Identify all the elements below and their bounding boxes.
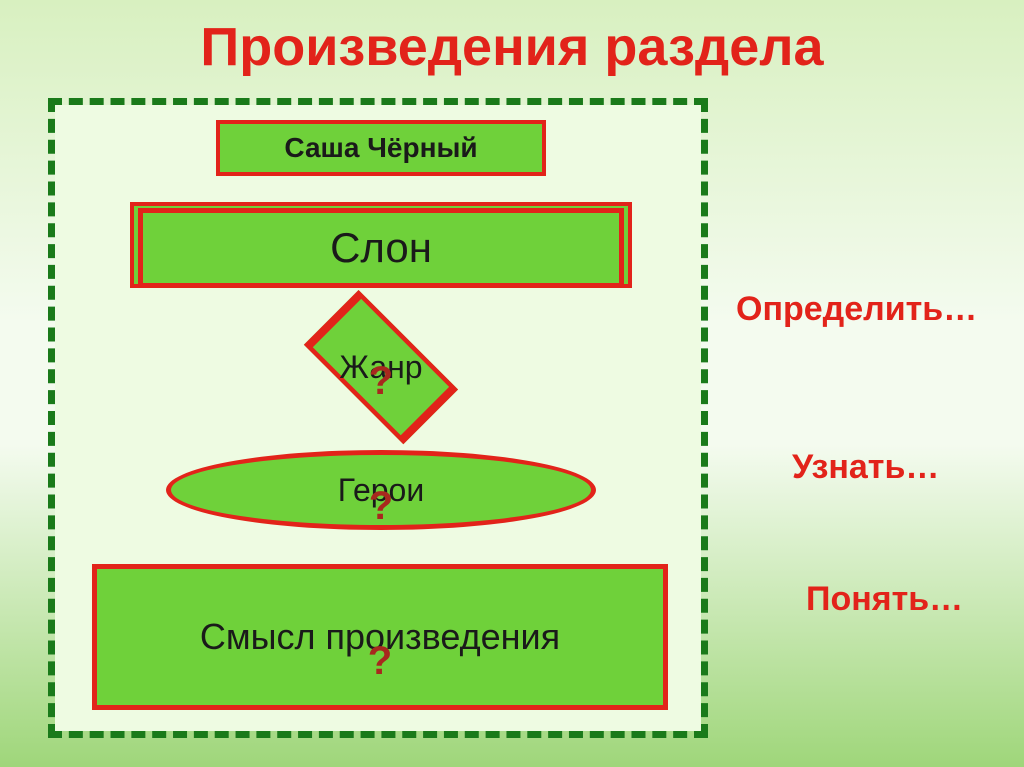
- side-label-learn: Узнать…: [792, 448, 939, 487]
- genre-label: Жанр: [339, 349, 422, 386]
- page-title: Произведения раздела: [0, 16, 1024, 78]
- meaning-box: Смысл произведения: [92, 564, 668, 710]
- heroes-label: Герои: [338, 472, 424, 509]
- work-label: Слон: [330, 226, 432, 270]
- author-label: Саша Чёрный: [284, 133, 477, 162]
- side-label-define: Определить…: [736, 290, 977, 329]
- main-frame: Саша Чёрный Слон Жанр ? Герои ? Смысл пр…: [48, 98, 708, 738]
- heroes-ellipse: Герои: [166, 450, 596, 530]
- meaning-label: Смысл произведения: [200, 618, 560, 656]
- author-box: Саша Чёрный: [216, 120, 546, 176]
- genre-diamond: Жанр ?: [281, 312, 481, 422]
- work-box: Слон: [138, 208, 624, 288]
- side-label-understand: Понять…: [806, 580, 963, 619]
- genre-label-wrap: Жанр: [281, 312, 481, 422]
